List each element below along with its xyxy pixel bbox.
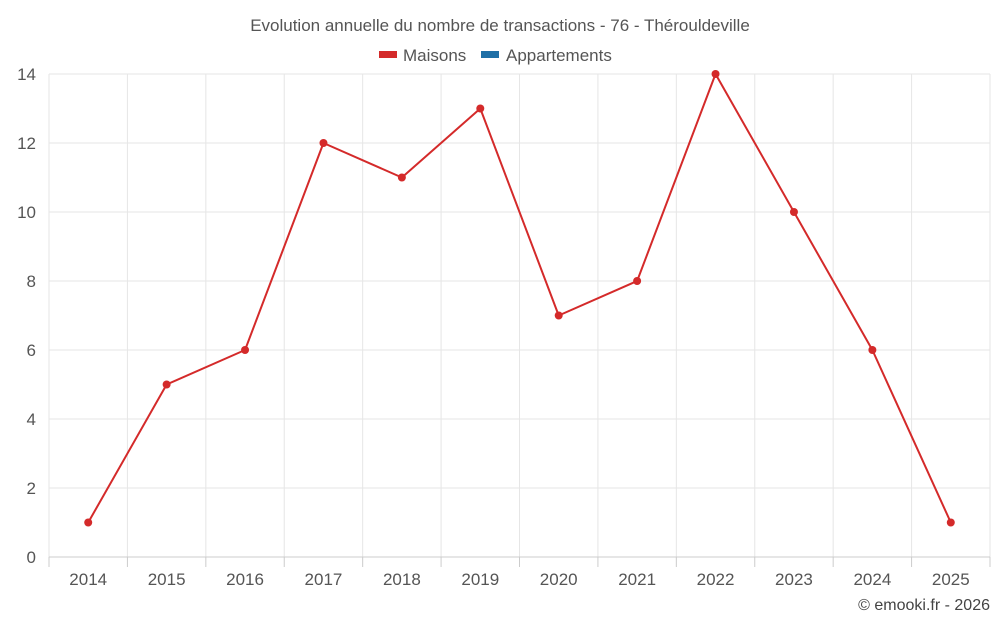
y-tick-label: 10 [17,203,36,222]
x-tick-label: 2021 [618,570,656,589]
y-tick-label: 12 [17,134,36,153]
grid [48,73,991,558]
data-point[interactable] [476,104,485,113]
x-tick-label: 2017 [305,570,343,589]
x-axis-ticks: 2014 2015 2016 2017 2018 2019 2020 2021 2022 2023… [48,557,991,589]
x-tick-label: 2020 [540,570,578,589]
series-line-maisons [87,73,952,523]
data-point[interactable] [554,311,563,320]
x-tick-label: 2019 [461,570,499,589]
data-point[interactable] [633,277,642,285]
x-tick-label: 2018 [383,570,421,589]
data-point[interactable] [946,518,955,527]
y-tick-label: 14 [17,65,36,84]
x-tick-label: 2015 [148,570,186,589]
x-tick-label: 2024 [853,570,891,589]
data-point[interactable] [397,173,406,182]
y-tick-label: 8 [27,272,36,291]
y-tick-label: 2 [27,479,36,498]
x-tick-label: 2022 [697,570,735,589]
y-tick-label: 0 [27,548,36,567]
data-point[interactable] [162,380,171,389]
data-point[interactable] [319,139,328,147]
y-axis-ticks: 0 2 4 6 8 10 12 14 [17,65,36,567]
legend-swatch-maisons [379,51,397,58]
data-point[interactable] [84,518,93,527]
series-maisons [84,70,955,527]
legend-label-maisons[interactable]: Maisons [403,46,466,65]
credit-text: © emooki.fr - 2026 [858,597,990,614]
data-point[interactable] [789,208,798,216]
y-tick-label: 6 [27,341,36,360]
legend-swatch-appartements [481,51,499,58]
legend-label-appartements[interactable]: Appartements [506,46,612,65]
chart-title: Evolution annuelle du nombre de transact… [250,16,750,35]
data-point[interactable] [868,346,877,354]
x-tick-label: 2023 [775,570,813,589]
x-tick-label: 2014 [69,570,107,589]
x-tick-label: 2025 [932,570,970,589]
legend: Maisons Appartements [379,46,612,65]
data-point[interactable] [711,70,720,78]
data-point[interactable] [241,346,250,354]
y-tick-label: 4 [27,410,36,429]
x-tick-label: 2016 [226,570,264,589]
